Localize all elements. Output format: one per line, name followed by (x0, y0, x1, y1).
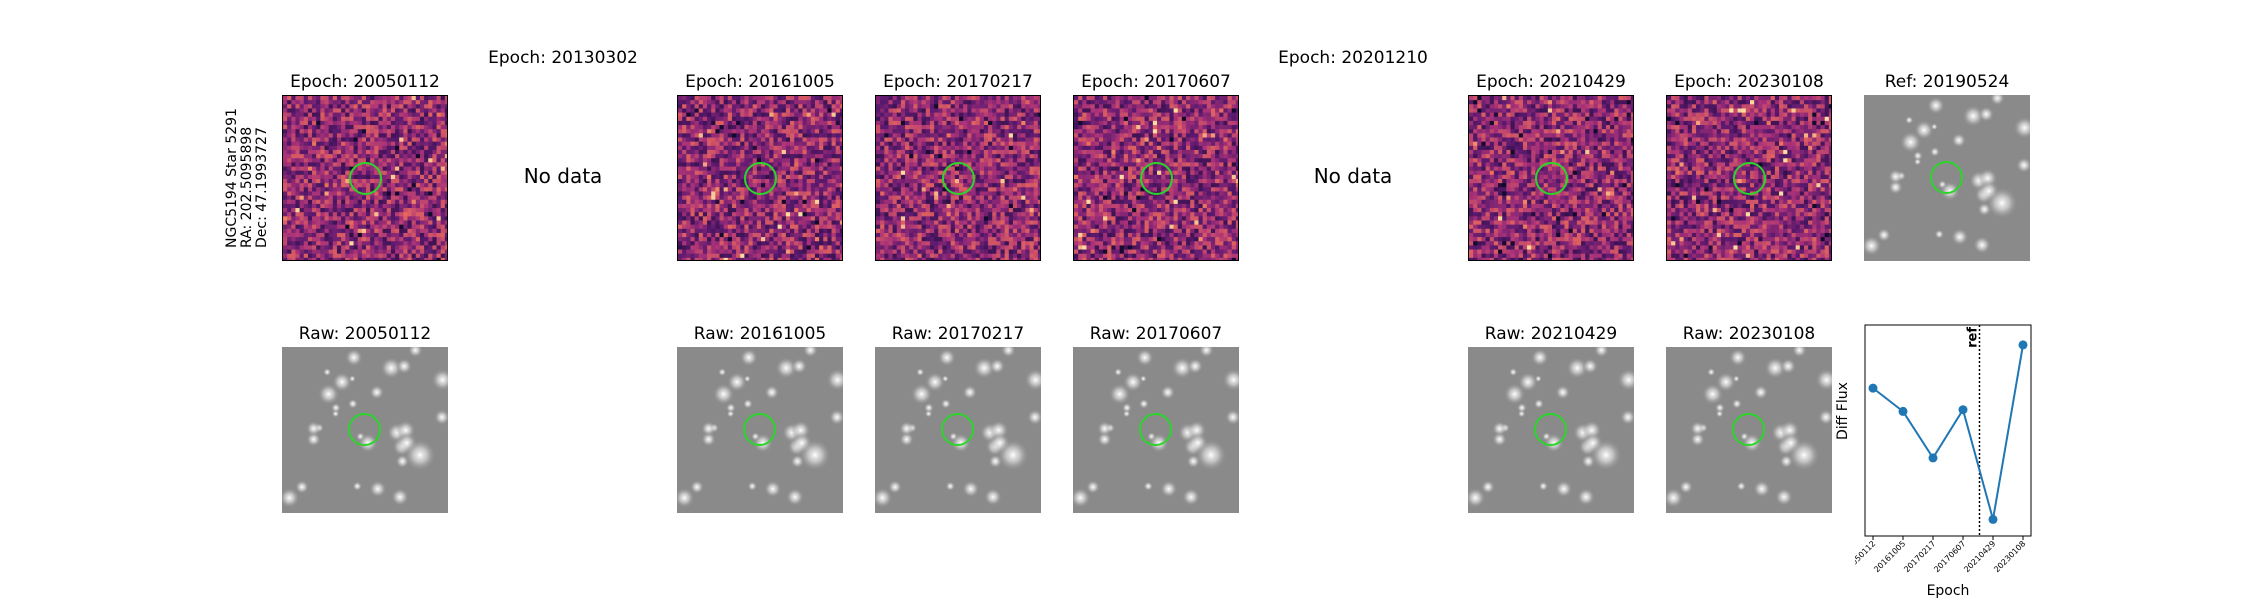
target-circle (941, 413, 974, 446)
reference-label: ref (1966, 327, 1981, 348)
target-circle (1535, 162, 1568, 195)
raw-image-20170217 (875, 347, 1041, 513)
target-circle (1930, 161, 1963, 194)
ref-image (1864, 95, 2030, 261)
epoch-title-2: Epoch: 20161005 (685, 72, 835, 92)
target-circle (349, 162, 382, 195)
ref-title: Ref: 20190524 (1884, 72, 2010, 92)
diff-image-20161005 (677, 95, 843, 261)
x-tick-label: 20230108 (1992, 539, 2027, 574)
epoch-title-5: Epoch: 20201210 (1278, 48, 1428, 68)
epoch-title-1: Epoch: 20130302 (488, 48, 638, 68)
diff-image-20170217 (875, 95, 1041, 261)
target-circle (1139, 413, 1172, 446)
epoch-title-3: Epoch: 20170217 (883, 72, 1033, 92)
raw-image-20161005 (677, 347, 843, 513)
target-circle (1733, 162, 1766, 195)
no-data-text-5: No data (1313, 164, 1393, 188)
raw-title-4: Raw: 20210429 (1484, 324, 1618, 344)
star-name: NGC5194 Star 5291 (224, 108, 240, 248)
star-info: NGC5194 Star 5291 RA: 202.5095898 Dec: 4… (222, 108, 280, 248)
x-axis-label: Epoch (1927, 583, 1970, 599)
diff-image-20210429 (1468, 95, 1634, 261)
data-point-20161005 (1898, 406, 1908, 416)
data-point-20050112 (1868, 383, 1878, 393)
no-data-text-1: No data (523, 164, 603, 188)
data-point-20230108 (2018, 340, 2028, 350)
raw-title-0: Raw: 20050112 (298, 324, 432, 344)
y-axis-label: Diff Flux (1835, 382, 1851, 440)
target-circle (744, 162, 777, 195)
raw-image-20210429 (1468, 347, 1634, 513)
series-line (1872, 344, 2024, 520)
data-point-20170607 (1958, 405, 1968, 415)
epoch-title-7: Epoch: 20230108 (1674, 72, 1824, 92)
diff-image-20050112 (282, 95, 448, 261)
raw-title-2: Raw: 20170217 (891, 324, 1025, 344)
target-circle (1732, 413, 1765, 446)
target-circle (942, 162, 975, 195)
raw-image-20170607 (1073, 347, 1239, 513)
star-ra: RA: 202.5095898 (239, 126, 255, 248)
star-dec: Dec: 47.1993727 (254, 127, 270, 248)
epoch-title-4: Epoch: 20170607 (1081, 72, 1231, 92)
diff-flux-chart: ref2005011220161005201702172017060720210… (1855, 324, 2032, 599)
epoch-title-0: Epoch: 20050112 (290, 72, 440, 92)
data-point-20210429 (1988, 514, 1998, 524)
target-circle (348, 413, 381, 446)
raw-image-20050112 (282, 347, 448, 513)
raw-image-20230108 (1666, 347, 1832, 513)
raw-title-3: Raw: 20170607 (1089, 324, 1223, 344)
plot-frame (1864, 324, 2032, 537)
raw-title-5: Raw: 20230108 (1682, 324, 1816, 344)
diff-image-20230108 (1666, 95, 1832, 261)
target-circle (1534, 413, 1567, 446)
target-circle (743, 413, 776, 446)
diff-image-20170607 (1073, 95, 1239, 261)
data-point-20170217 (1928, 453, 1938, 463)
raw-title-1: Raw: 20161005 (693, 324, 827, 344)
epoch-title-6: Epoch: 20210429 (1476, 72, 1626, 92)
target-circle (1140, 162, 1173, 195)
